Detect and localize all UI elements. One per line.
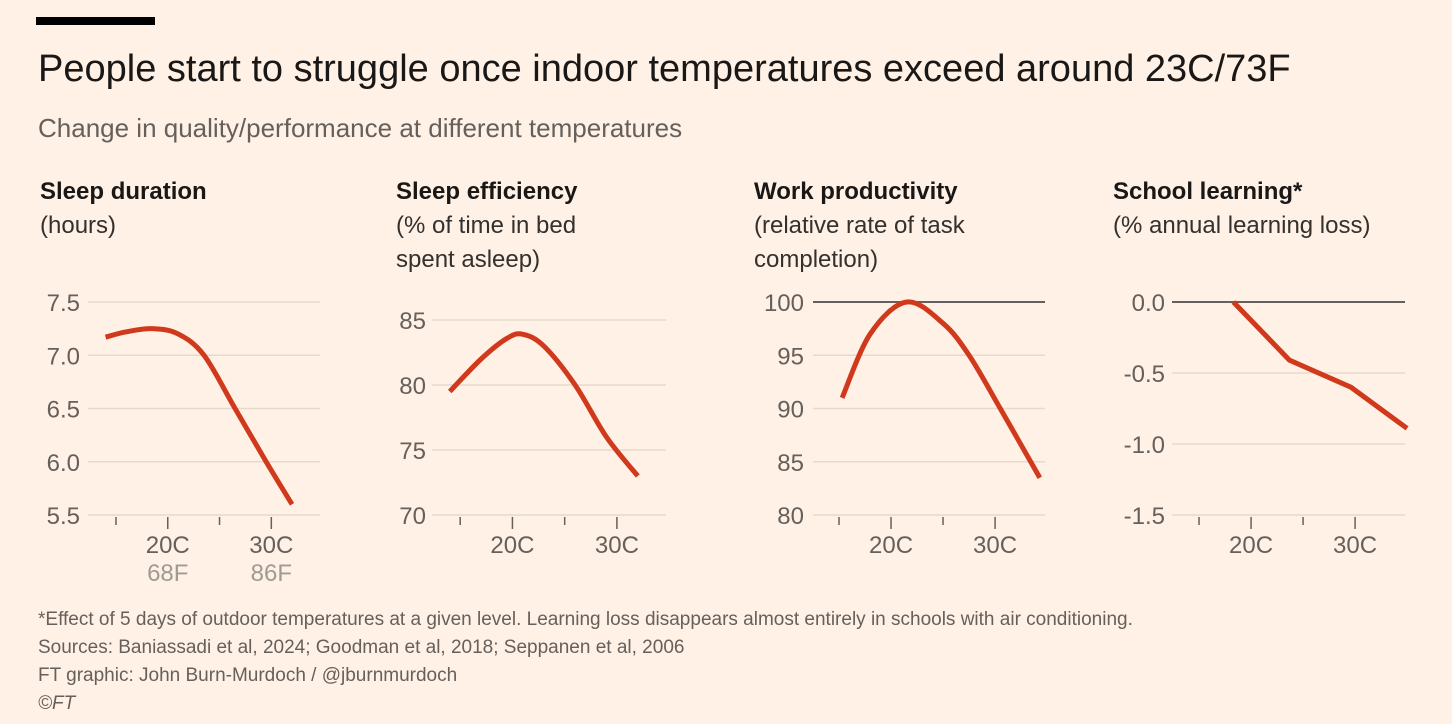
chart-panel-1: 70 75 80 85 20C 30C [399,308,666,559]
footnote: *Effect of 5 days of outdoor temperature… [38,609,1133,630]
sources: Sources: Baniassadi et al, 2024; Goodman… [38,637,685,658]
y-tick-label: 80 [399,373,426,400]
y-tick-label: 80 [777,503,804,530]
x-tick-label: 20C [490,532,534,559]
panel-unit: (relative rate of task [754,212,965,239]
panel-title-sleep-efficiency: Sleep efficiency (% of time in bed spent… [396,175,577,277]
series-line [447,331,640,478]
chart-title: People start to struggle once indoor tem… [38,48,1291,90]
panel-unit: (% of time in bed [396,212,577,239]
x-tick-label: 30C [1333,532,1377,559]
x-tick-label: 20C [1229,532,1273,559]
y-tick-label: 5.5 [47,503,80,530]
y-tick-label: 70 [399,503,426,530]
panel-unit: (% annual learning loss) [1113,212,1371,239]
panel-heading: Sleep duration [40,178,207,205]
panel-unit: completion) [754,246,879,273]
y-tick-label: 75 [399,438,426,465]
credit: FT graphic: John Burn-Murdoch / @jburnmu… [38,665,458,686]
copyright: ©FT [38,693,76,714]
y-tick-label: 6.0 [47,450,80,477]
y-tick-label: 6.5 [47,397,80,424]
x-tick-label: 30C [973,532,1017,559]
x-tick-label: 30C [249,532,293,559]
x-tick-label: 30C [595,532,639,559]
x-tick-label: 20C [869,532,913,559]
panel-heading: Work productivity [754,178,958,205]
y-tick-label: 100 [764,290,804,317]
chart-panel-3: -1.5 -1.0 -0.5 0.0 20C 30C [1124,290,1409,559]
y-tick-label: -0.5 [1124,361,1165,388]
chart-subtitle: Change in quality/performance at differe… [38,113,683,143]
panel-title-work-productivity: Work productivity (relative rate of task… [754,175,965,277]
y-tick-label: 85 [399,308,426,335]
panel-heading: Sleep efficiency [396,178,578,205]
y-tick-label: 0.0 [1132,290,1165,317]
series-line [1231,300,1409,431]
y-tick-label: 7.0 [47,343,80,370]
panel-title-school-learning: School learning* (% annual learning loss… [1113,175,1370,243]
y-tick-label: -1.5 [1124,503,1165,530]
y-tick-label: 85 [777,450,804,477]
x-tick-label-fahrenheit: 86F [251,560,292,587]
series-line [104,326,295,506]
y-tick-label: 7.5 [47,290,80,317]
x-tick-label-fahrenheit: 68F [147,560,188,587]
panel-title-sleep-duration: Sleep duration (hours) [40,175,207,243]
chart-panel-2: 80 85 90 95 100 20C 30C [764,290,1045,559]
y-tick-label: -1.0 [1124,432,1165,459]
y-tick-label: 90 [777,397,804,424]
y-tick-label: 95 [777,343,804,370]
panel-unit: (hours) [40,212,117,239]
x-tick-label: 20C [146,532,190,559]
ft-top-bar [36,17,155,25]
panel-unit: spent asleep) [396,246,541,273]
series-line [839,299,1042,479]
panel-heading: School learning* [1113,178,1303,205]
